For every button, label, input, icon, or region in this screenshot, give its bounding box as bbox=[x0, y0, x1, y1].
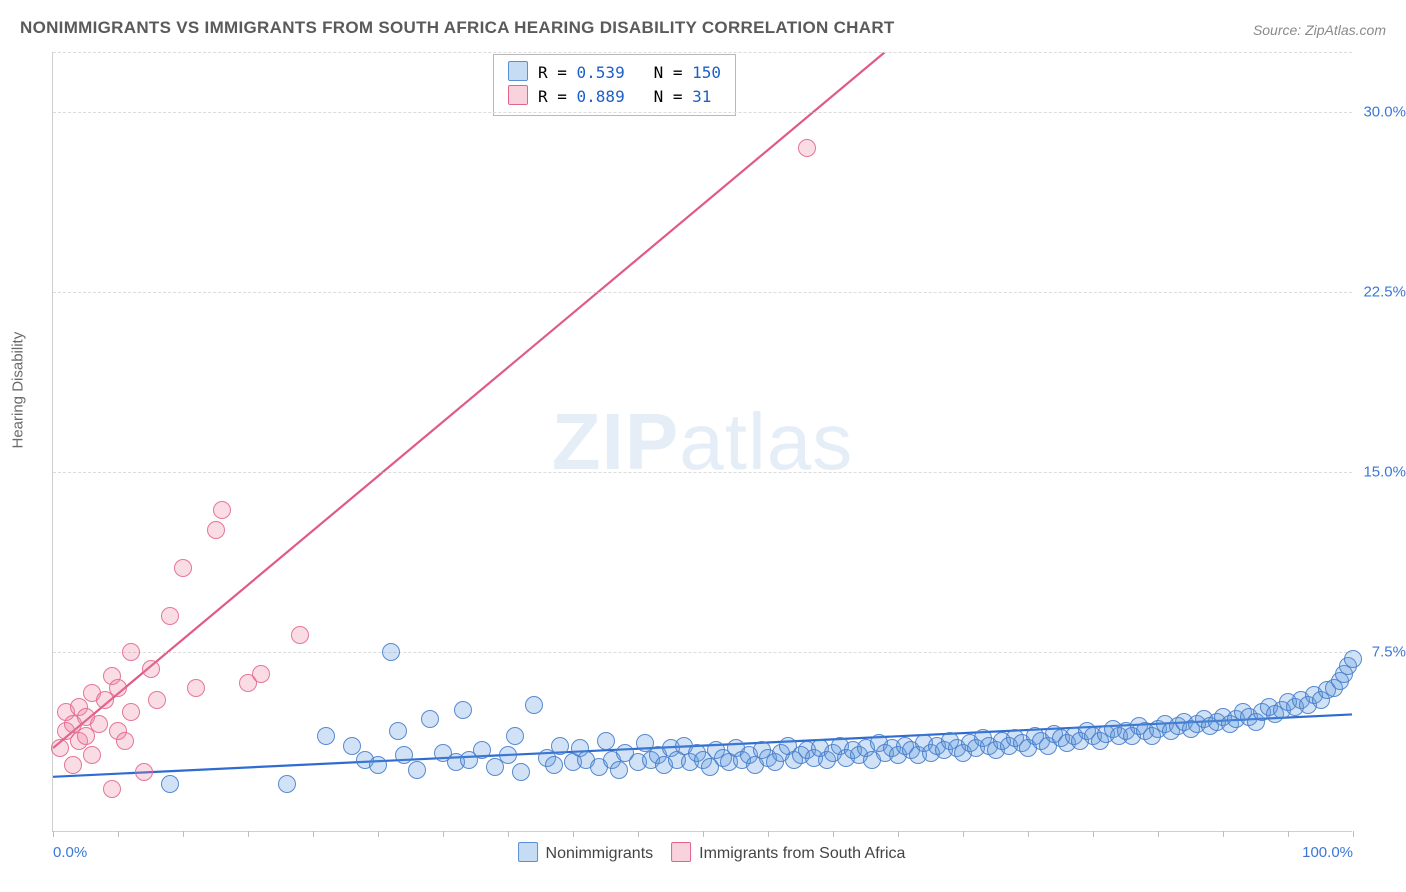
x-tick bbox=[183, 831, 184, 837]
x-tick bbox=[1288, 831, 1289, 837]
data-point bbox=[187, 679, 205, 697]
x-tick bbox=[1093, 831, 1094, 837]
data-point bbox=[148, 691, 166, 709]
data-point bbox=[798, 139, 816, 157]
data-point bbox=[161, 775, 179, 793]
x-tick bbox=[443, 831, 444, 837]
data-point bbox=[122, 643, 140, 661]
plot-area: ZIPatlas R = 0.539 N = 150R = 0.889 N = … bbox=[52, 52, 1352, 832]
data-point bbox=[174, 559, 192, 577]
data-point bbox=[389, 722, 407, 740]
data-point bbox=[317, 727, 335, 745]
trend-lines bbox=[53, 52, 1352, 831]
x-tick-label: 100.0% bbox=[1302, 844, 1353, 861]
watermark: ZIPatlas bbox=[552, 396, 853, 488]
source-label: Source: ZipAtlas.com bbox=[1253, 22, 1386, 38]
data-point bbox=[421, 710, 439, 728]
x-tick bbox=[508, 831, 509, 837]
legend-swatch bbox=[508, 85, 528, 105]
legend-item: Nonimmigrants bbox=[500, 845, 654, 862]
x-tick bbox=[768, 831, 769, 837]
x-tick bbox=[248, 831, 249, 837]
data-point bbox=[207, 521, 225, 539]
x-tick bbox=[1353, 831, 1354, 837]
data-point bbox=[252, 665, 270, 683]
gridline bbox=[53, 472, 1352, 473]
x-tick bbox=[1158, 831, 1159, 837]
x-tick bbox=[573, 831, 574, 837]
data-point bbox=[395, 746, 413, 764]
data-point bbox=[408, 761, 426, 779]
data-point bbox=[454, 701, 472, 719]
data-point bbox=[506, 727, 524, 745]
gridline bbox=[53, 112, 1352, 113]
data-point bbox=[122, 703, 140, 721]
data-point bbox=[545, 756, 563, 774]
data-point bbox=[343, 737, 361, 755]
data-point bbox=[116, 732, 134, 750]
data-point bbox=[103, 780, 121, 798]
legend-swatch bbox=[518, 842, 538, 862]
x-tick bbox=[638, 831, 639, 837]
data-point bbox=[90, 715, 108, 733]
x-tick bbox=[313, 831, 314, 837]
data-point bbox=[525, 696, 543, 714]
y-tick-label: 22.5% bbox=[1363, 284, 1406, 301]
x-tick bbox=[833, 831, 834, 837]
x-tick bbox=[118, 831, 119, 837]
chart-title: NONIMMIGRANTS VS IMMIGRANTS FROM SOUTH A… bbox=[20, 18, 895, 38]
legend-stat-row: R = 0.539 N = 150 bbox=[508, 61, 721, 85]
x-tick bbox=[963, 831, 964, 837]
data-point bbox=[278, 775, 296, 793]
data-point bbox=[369, 756, 387, 774]
x-tick-label: 0.0% bbox=[53, 844, 87, 861]
data-point bbox=[512, 763, 530, 781]
data-point bbox=[64, 756, 82, 774]
data-point bbox=[83, 746, 101, 764]
legend-stats: R = 0.539 N = 150R = 0.889 N = 31 bbox=[493, 54, 736, 116]
data-point bbox=[51, 739, 69, 757]
data-point bbox=[213, 501, 231, 519]
data-point bbox=[610, 761, 628, 779]
legend-swatch bbox=[508, 61, 528, 81]
gridline bbox=[53, 52, 1352, 53]
data-point bbox=[1344, 650, 1362, 668]
y-tick-label: 15.0% bbox=[1363, 464, 1406, 481]
x-tick bbox=[898, 831, 899, 837]
data-point bbox=[109, 679, 127, 697]
legend-item: Immigrants from South Africa bbox=[653, 845, 905, 862]
x-tick bbox=[1223, 831, 1224, 837]
legend-series: NonimmigrantsImmigrants from South Afric… bbox=[500, 842, 906, 863]
data-point bbox=[291, 626, 309, 644]
data-point bbox=[142, 660, 160, 678]
gridline bbox=[53, 652, 1352, 653]
gridline bbox=[53, 292, 1352, 293]
y-axis-label: Hearing Disability bbox=[10, 332, 27, 449]
data-point bbox=[499, 746, 517, 764]
data-point bbox=[382, 643, 400, 661]
legend-swatch bbox=[671, 842, 691, 862]
x-tick bbox=[53, 831, 54, 837]
data-point bbox=[135, 763, 153, 781]
data-point bbox=[551, 737, 569, 755]
data-point bbox=[161, 607, 179, 625]
y-tick-label: 30.0% bbox=[1363, 104, 1406, 121]
data-point bbox=[473, 741, 491, 759]
x-tick bbox=[378, 831, 379, 837]
x-tick bbox=[703, 831, 704, 837]
legend-stat-row: R = 0.889 N = 31 bbox=[508, 85, 721, 109]
x-tick bbox=[1028, 831, 1029, 837]
data-point bbox=[597, 732, 615, 750]
y-tick-label: 7.5% bbox=[1372, 644, 1406, 661]
